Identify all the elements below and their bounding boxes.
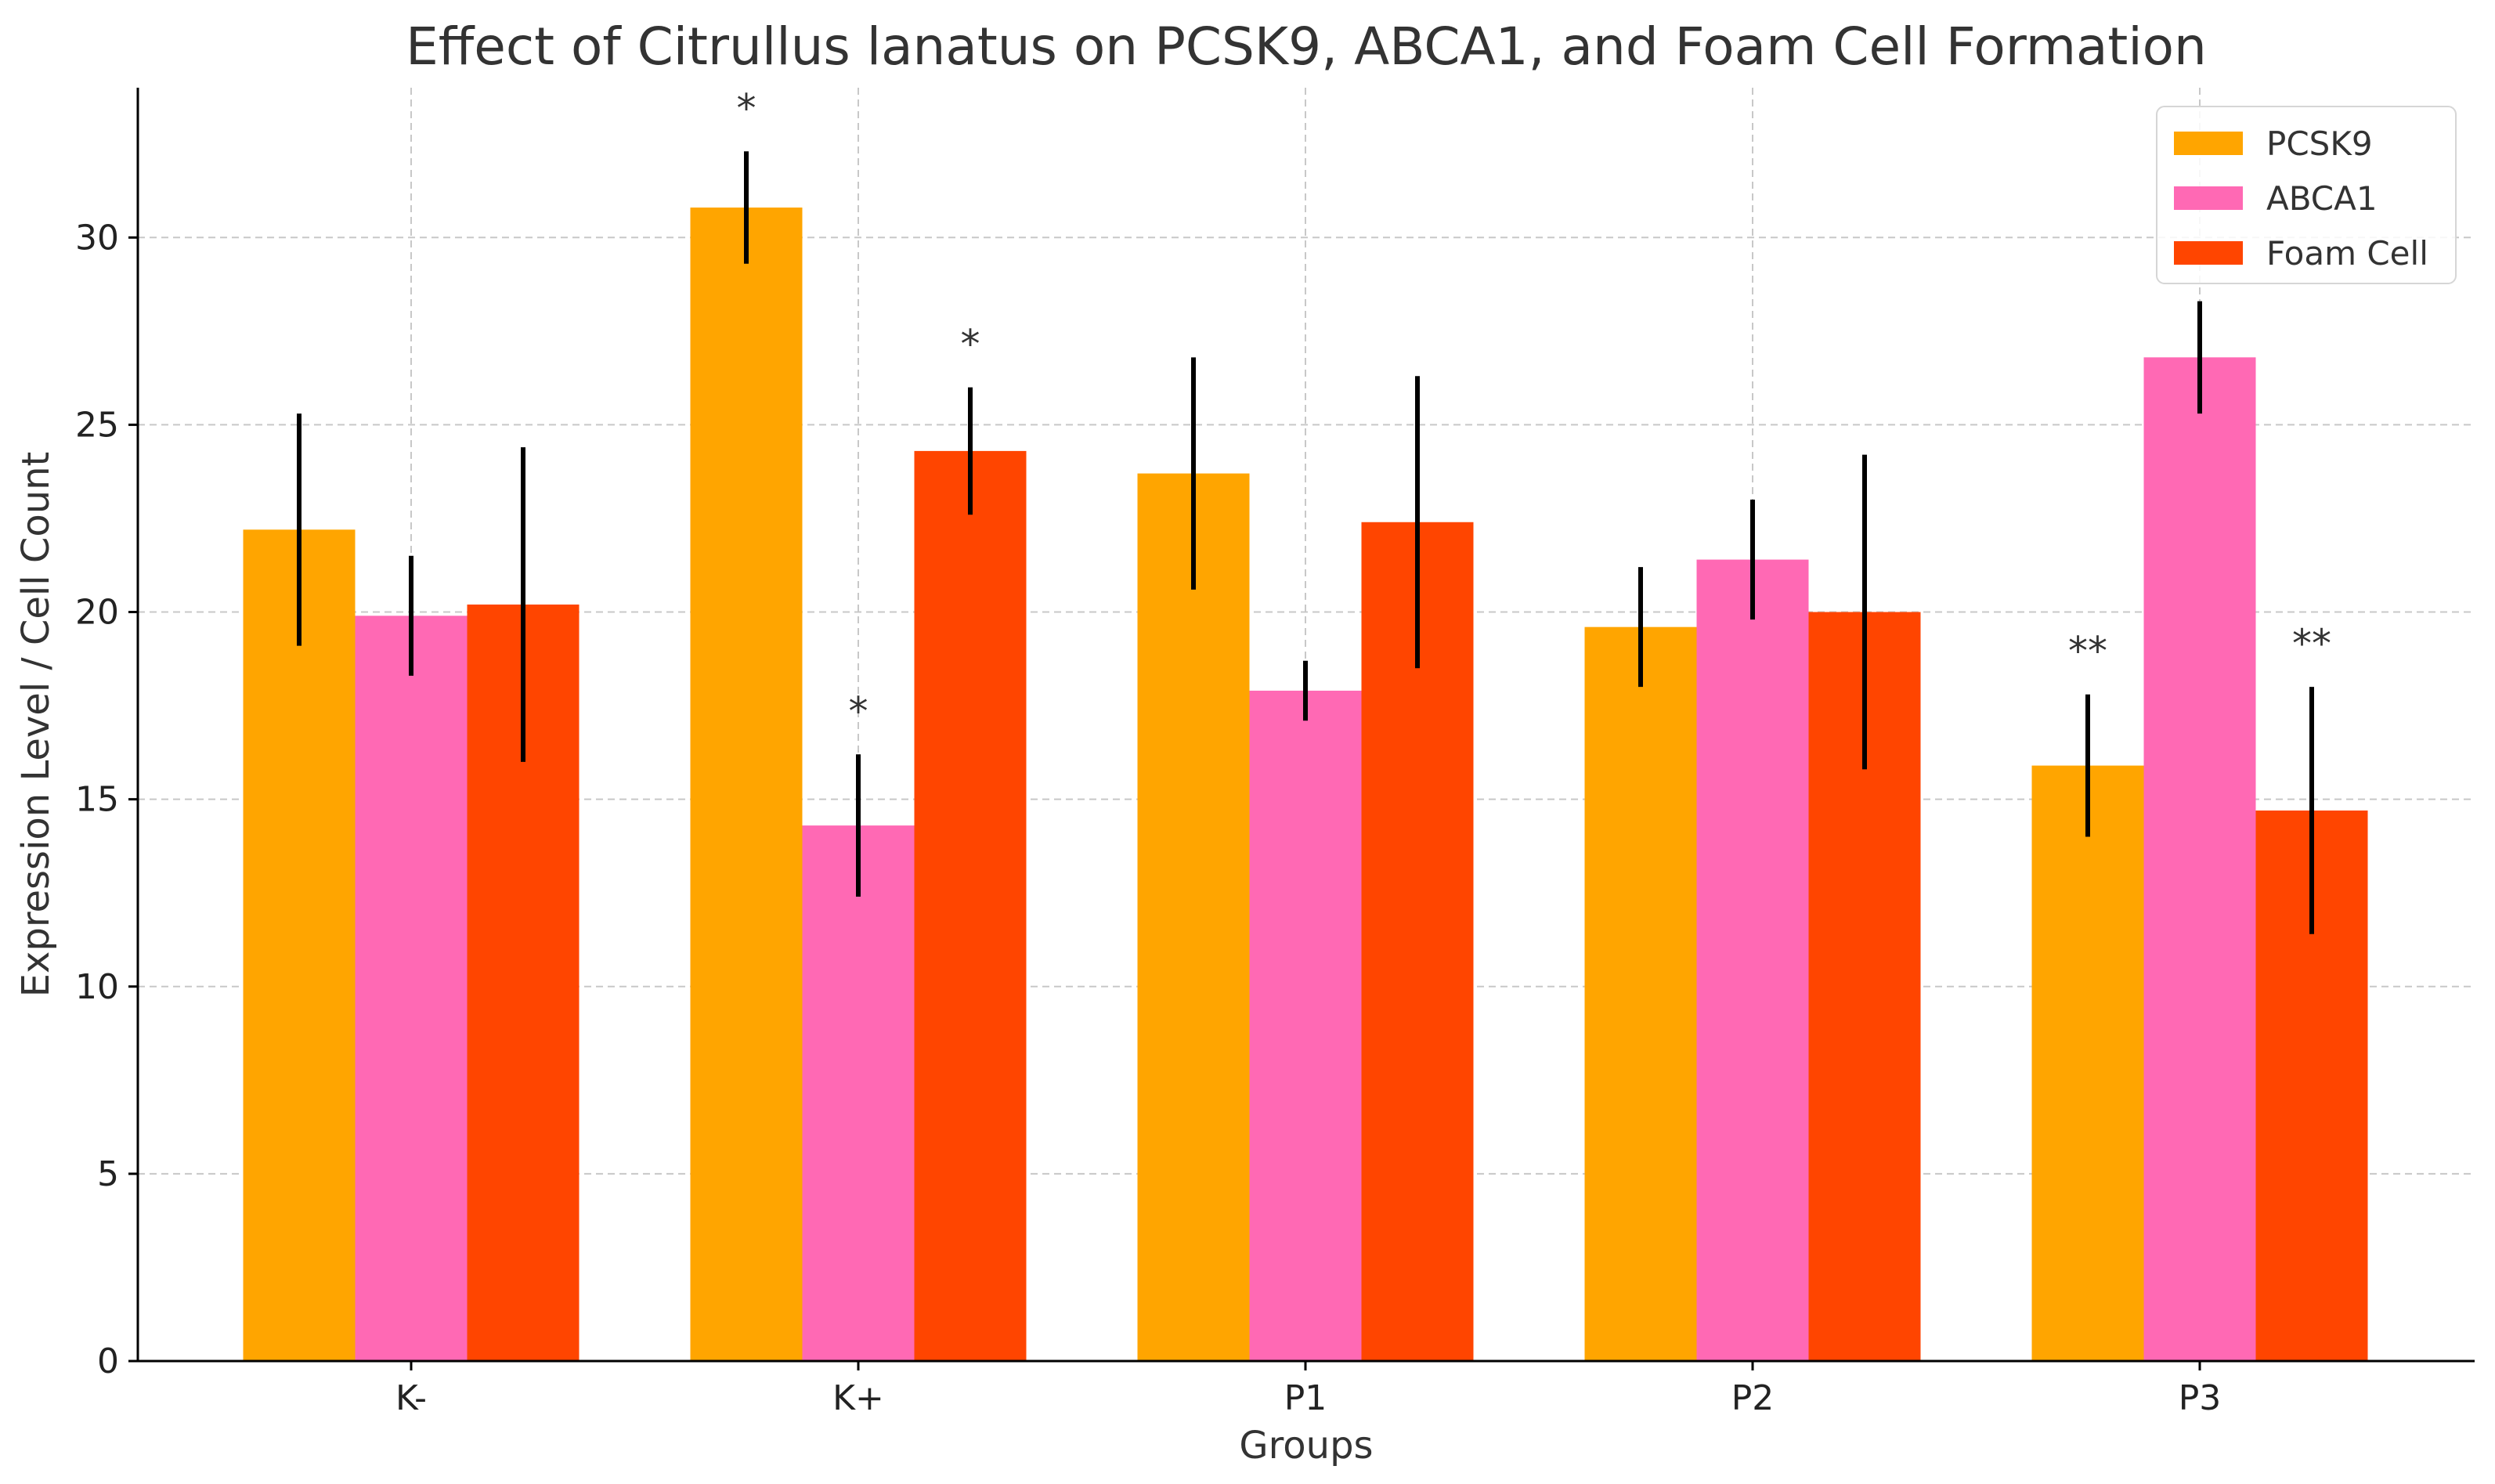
x-tick-label: K+: [832, 1378, 884, 1418]
significance-marker: *: [961, 322, 980, 367]
bars-layer: [243, 208, 2368, 1362]
y-tick-label: 25: [75, 405, 119, 445]
x-tick-label: P3: [2179, 1378, 2222, 1418]
bar: [690, 208, 803, 1362]
legend-label: PCSK9: [2266, 125, 2373, 163]
bar: [355, 616, 468, 1361]
bar: [2031, 765, 2144, 1361]
bar: [802, 825, 915, 1361]
error-bars-layer: [297, 151, 2314, 934]
ticks-layer: 0 5 10 15 20 25 30 K- K+ P1 P2 P3: [75, 218, 2221, 1418]
y-axis-label: Expression Level / Cell Count: [14, 452, 58, 998]
chart-title: Effect of Citrullus lanatus on PCSK9, AB…: [406, 16, 2207, 77]
significance-marker: *: [849, 688, 868, 734]
bar: [2143, 357, 2256, 1362]
legend-label: Foam Cell: [2266, 234, 2428, 273]
x-axis-label: Groups: [1239, 1424, 1373, 1468]
bar: [243, 529, 356, 1361]
legend-swatch: [2174, 241, 2243, 265]
y-tick-label: 0: [97, 1341, 119, 1381]
y-tick-label: 5: [97, 1154, 119, 1194]
significance-marker: *: [737, 85, 756, 131]
x-tick-label: K-: [395, 1378, 427, 1418]
legend-swatch: [2174, 132, 2243, 155]
x-tick-label: P2: [1731, 1378, 1775, 1418]
legend: PCSK9 ABCA1 Foam Cell: [2156, 106, 2457, 284]
legend-swatch: [2174, 186, 2243, 210]
bar: [1696, 559, 1809, 1361]
y-tick-label: 20: [75, 593, 119, 633]
annotations-layer: ***** **: [737, 85, 2332, 734]
y-tick-label: 10: [75, 967, 119, 1007]
y-tick-label: 15: [75, 780, 119, 820]
y-tick-label: 30: [75, 218, 119, 258]
x-tick-label: P1: [1284, 1378, 1327, 1418]
bar: [1249, 690, 1362, 1361]
significance-marker: **: [2068, 629, 2107, 674]
bar: [1137, 473, 1250, 1362]
legend-label: ABCA1: [2266, 179, 2378, 218]
bar: [1584, 626, 1697, 1361]
significance-marker: **: [2292, 621, 2331, 666]
bar: [914, 450, 1027, 1362]
